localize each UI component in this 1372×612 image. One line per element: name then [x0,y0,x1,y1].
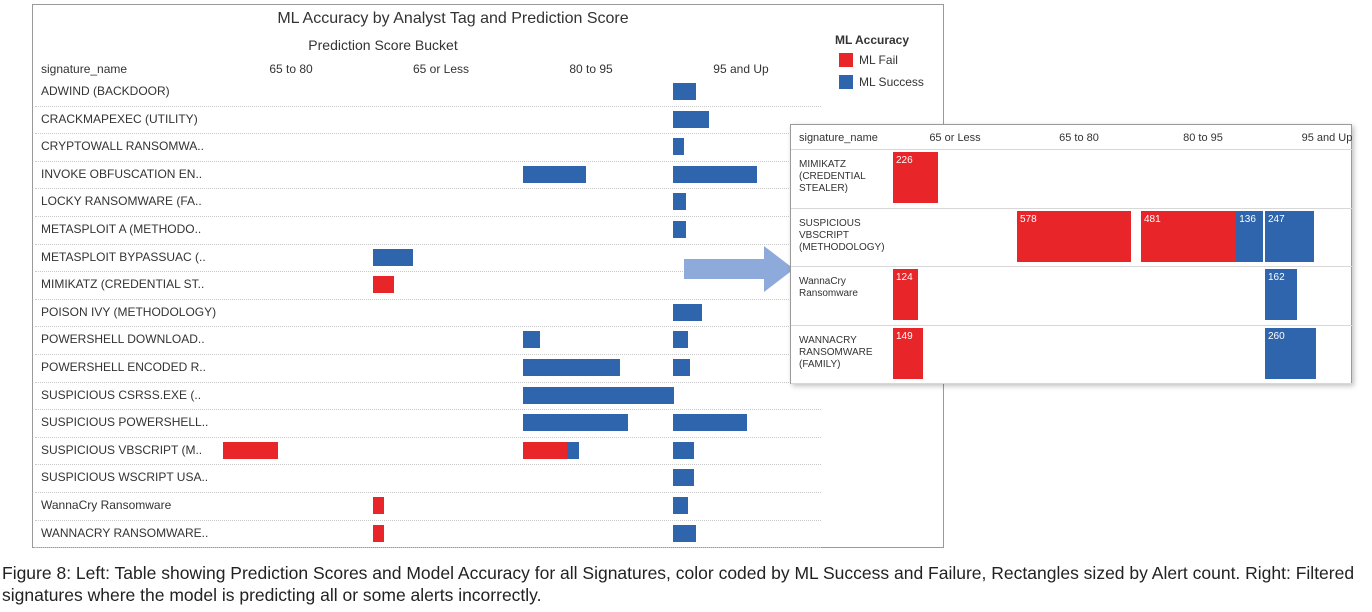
bar-ml-success [523,359,620,376]
row-divider [35,326,821,328]
left-chart-title: ML Accuracy by Analyst Tag and Predictio… [277,10,629,27]
bar-ml-success [523,386,675,404]
left-row-header: signature_name [41,62,128,76]
bar-ml-success [673,221,686,238]
bar-ml-success [523,165,586,183]
left-column-header: 95 and Up [713,62,769,76]
right-column-header: 80 to 95 [1183,132,1223,144]
bar-ml-fail [373,276,394,294]
row-divider [791,266,1353,267]
row-label: LOCKY RANSOMWARE (FA.. [41,194,202,209]
row-divider [35,160,821,162]
row-label: SUSPICIOUS VBSCRIPT (M.. [41,442,203,457]
bar-ml-success [673,138,684,156]
row-label: MIMIKATZ (CREDENTIAL STEALER) [799,159,866,194]
row-divider [35,409,821,411]
bar-ml-fail: 226 [893,152,938,203]
bar-ml-fail: 481 [1141,210,1237,262]
legend-label-fail: ML Fail [859,53,898,67]
row-divider [35,188,821,190]
bar-ml-success [673,83,697,100]
left-column-header: 65 or Less [412,62,470,76]
row-divider [35,298,821,300]
row-label: SUSPICIOUS VBSCRIPT (METHODOLOGY) [799,217,885,253]
row-label: SUSPICIOUS POWERSHELL.. [41,415,209,430]
row-divider [35,216,821,217]
legend-title: ML Accuracy [835,33,910,47]
bar-ml-success [567,441,579,459]
bar-ml-success [373,248,413,266]
row-divider [791,383,1353,384]
row-divider [35,243,821,245]
bar-ml-success [673,524,697,542]
bar-ml-fail: 124 [893,269,918,320]
right-column-header: 65 to 80 [1059,132,1099,144]
bar-ml-success [673,441,694,459]
right-row-header: signature_name [799,132,878,144]
row-label: WANNACRY RANSOMWARE (FAMILY) [799,334,873,370]
row-divider [35,464,821,466]
row-label: ADWIND (BACKDOOR) [41,84,170,98]
legend-label-success: ML Success [859,75,924,89]
row-label: WannaCry Ransomware [799,276,858,299]
row-label: CRYPTOWALL RANSOMWA.. [41,139,204,154]
right-filtered-panel: signature_name 65 or Less 65 to 80 80 to 9… [790,124,1353,384]
legend-swatch-success [839,75,853,89]
bar-ml-success: 260 [1265,327,1317,379]
row-divider [35,133,821,135]
row-label: POISON IVY (METHODOLOGY) [41,304,217,319]
left-column-header: 80 to 95 [569,62,613,76]
right-column-header: 65 or Less [929,132,981,144]
row-label: CRACKMAPEXEC (UTILITY) [41,111,198,126]
row-label: SUSPICIOUS CSRSS.EXE (.. [41,387,202,402]
row-divider [35,354,821,355]
row-label: MIMIKATZ (CREDENTIAL ST.. [41,277,205,292]
row-label: SUSPICIOUS WSCRIPT USA.. [41,470,209,485]
row-divider [791,207,1353,209]
bar-ml-success [673,193,686,211]
bar-ml-success [673,497,688,514]
arrow-shape [684,246,794,292]
row-label: POWERSHELL ENCODED R.. [41,360,206,374]
bar-ml-success: 247 [1265,210,1314,262]
row-divider [35,271,821,273]
bar-ml-success [673,414,747,432]
bar-ml-fail [523,441,568,459]
bar-ml-fail [373,497,384,514]
bar-ml-success: 162 [1265,269,1298,320]
row-divider [791,149,1353,150]
row-label: INVOKE OBFUSCATION EN.. [41,166,203,181]
row-divider [35,381,821,383]
bar-ml-success [673,469,694,487]
row-divider [35,436,821,438]
bar-ml-success [673,303,703,321]
row-label: WannaCry Ransomware [41,498,172,512]
left-chart-subtitle: Prediction Score Bucket [308,37,458,53]
bar-ml-fail [373,524,384,542]
bar-ml-success [523,331,540,349]
bar-ml-fail [223,441,278,459]
bar-ml-success: 136 [1236,210,1264,262]
bar-ml-success [673,165,757,183]
row-divider [791,324,1353,326]
row-label: METASPLOIT A (METHODO.. [41,222,202,236]
legend-swatch-fail [839,53,853,67]
bar-ml-success [673,359,690,376]
row-label: METASPLOIT BYPASSUAC (.. [41,249,206,264]
row-divider [35,519,821,521]
row-label: WANNACRY RANSOMWARE.. [41,525,209,540]
bar-ml-success [673,110,709,128]
bar-ml-success [523,414,628,432]
row-label: POWERSHELL DOWNLOAD.. [41,332,205,347]
row-divider [35,105,821,107]
right-column-header: 95 and Up [1301,132,1353,144]
row-divider [35,492,821,493]
arrow-right-icon [684,246,794,292]
figure-caption: Figure 8: Left: Table showing Prediction… [2,563,1355,605]
bar-ml-success [673,331,688,349]
bar-ml-fail: 149 [893,327,923,379]
left-column-header: 65 to 80 [269,62,313,76]
bar-ml-fail: 578 [1017,210,1132,262]
row-divider [35,547,821,549]
